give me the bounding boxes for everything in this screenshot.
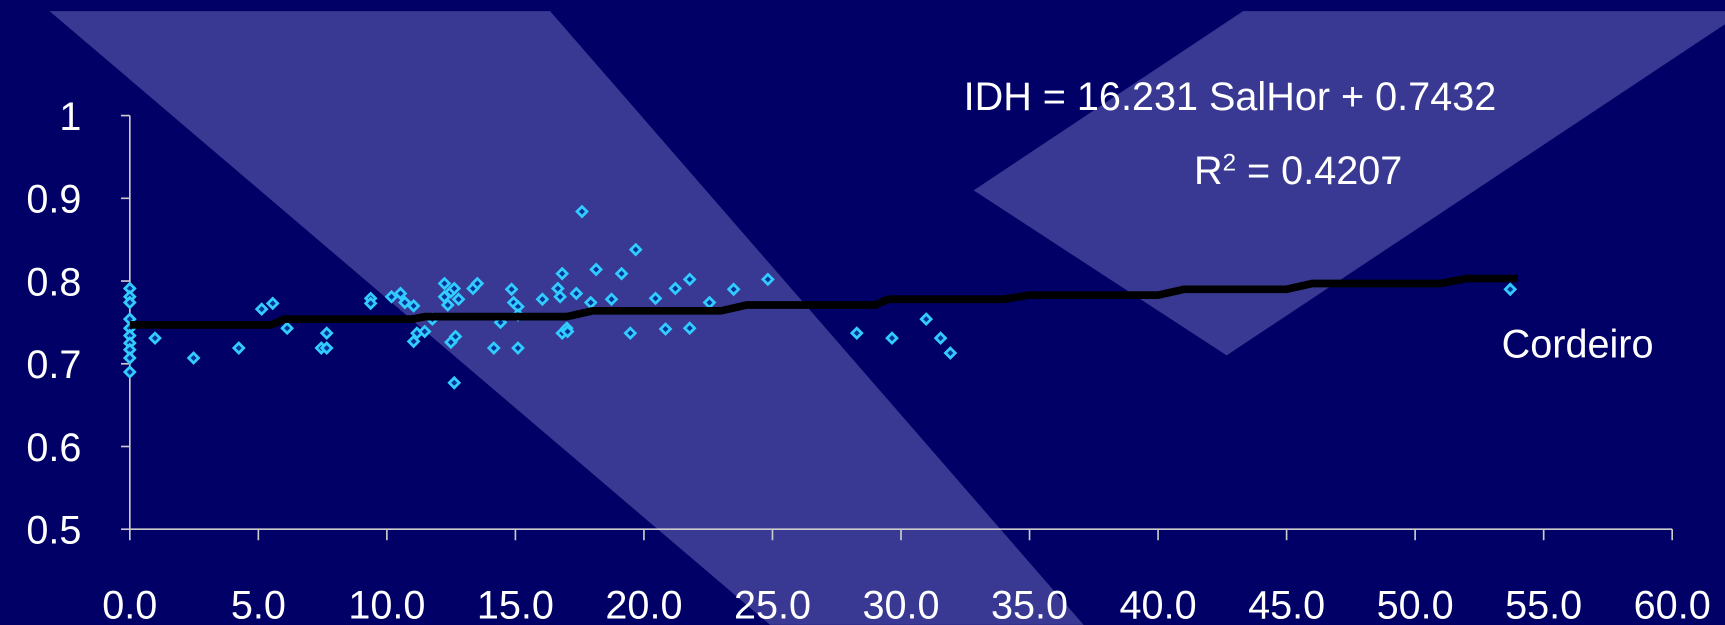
x-tick-label: 15.0	[477, 583, 554, 625]
data-point	[885, 331, 899, 346]
data-point	[417, 324, 432, 339]
data-point	[760, 272, 775, 287]
data-point	[406, 298, 421, 313]
data-point	[447, 281, 462, 296]
r-value: = 0.4207	[1236, 149, 1402, 193]
data-point	[575, 204, 589, 219]
y-tick-label: 0.6	[26, 426, 81, 470]
data-point	[569, 286, 584, 301]
data-point	[535, 292, 550, 307]
x-tick-label: 10.0	[348, 583, 425, 625]
x-tick-label: 25.0	[734, 583, 811, 625]
data-point	[726, 282, 741, 297]
y-tick-label: 0.9	[26, 178, 81, 222]
data-point	[254, 302, 269, 317]
data-point	[122, 365, 137, 379]
data-point	[849, 326, 864, 341]
data-point	[560, 324, 575, 339]
data-point	[470, 276, 485, 291]
data-point	[363, 296, 378, 311]
data-point	[589, 262, 604, 277]
x-tick-label: 5.0	[231, 583, 286, 625]
data-point	[1503, 282, 1518, 297]
data-point	[604, 292, 619, 307]
data-point	[280, 321, 295, 336]
data-point	[658, 322, 673, 336]
point-label: Cordeiro	[1502, 323, 1654, 367]
x-tick-label: 60.0	[1634, 583, 1711, 625]
x-tick-label: 55.0	[1505, 583, 1582, 625]
data-point	[623, 326, 638, 341]
data-point	[265, 296, 280, 311]
data-point	[668, 281, 683, 296]
data-point	[614, 266, 629, 281]
r-squared: R2 = 0.4207	[1194, 149, 1402, 193]
y-tick-label: 1	[59, 95, 81, 139]
x-tick-label: 30.0	[862, 583, 939, 625]
x-tick-label: 35.0	[991, 583, 1068, 625]
data-point	[393, 286, 408, 301]
data-point	[919, 312, 934, 326]
x-tick-label: 0.0	[102, 583, 157, 625]
data-point	[486, 341, 501, 355]
r-symbol: R	[1194, 149, 1223, 193]
data-point	[186, 351, 201, 365]
decor-triangle	[973, 11, 1725, 356]
plot: 0.50.60.70.80.910.0 5.0 10.0 15.0 20.0 25.0 30…	[26, 95, 1710, 625]
data-point	[628, 242, 643, 257]
data-point	[511, 341, 525, 355]
equation: IDH = 16.231 SalHor + 0.7432	[964, 75, 1497, 119]
data-point	[648, 291, 663, 306]
data-point	[384, 289, 399, 304]
data-point	[448, 329, 463, 344]
data-point	[437, 276, 452, 291]
r-exponent: 2	[1223, 150, 1236, 177]
x-tick-label: 50.0	[1377, 583, 1454, 625]
data-point	[933, 331, 948, 346]
data-point	[319, 341, 334, 355]
data-point	[319, 326, 334, 341]
data-point	[447, 375, 462, 390]
data-point	[682, 272, 697, 287]
x-tick-label: 45.0	[1248, 583, 1325, 625]
y-tick-label: 0.7	[26, 343, 81, 387]
x-tick-label: 20.0	[605, 583, 682, 625]
data-point	[231, 341, 246, 355]
x-tick-label: 40.0	[1120, 583, 1197, 625]
data-point	[397, 295, 412, 310]
data-point	[504, 282, 519, 297]
data-point	[440, 298, 455, 312]
y-tick-label: 0.5	[26, 509, 81, 553]
data-point	[122, 295, 137, 310]
trendline	[129, 274, 1518, 329]
data-point	[148, 331, 162, 346]
data-point	[122, 351, 137, 365]
data-point	[943, 346, 958, 360]
data-point	[451, 292, 466, 307]
data-point	[553, 289, 568, 304]
data-point	[682, 321, 697, 336]
data-point	[555, 266, 570, 281]
y-tick-label: 0.8	[26, 260, 81, 304]
